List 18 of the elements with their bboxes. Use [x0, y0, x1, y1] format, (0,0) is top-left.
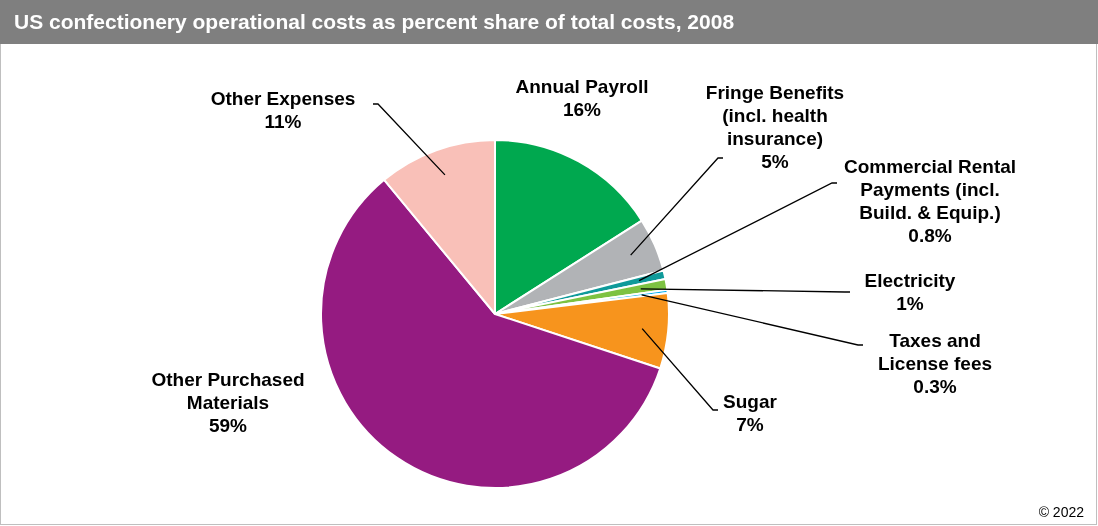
data-label: 0.8% [908, 224, 952, 246]
data-label: 7% [736, 413, 764, 435]
chart-title: US confectionery operational costs as percent share of total costs, 2008 [0, 0, 1098, 44]
slice-label: Annual Payroll [515, 75, 649, 97]
data-label: 59% [208, 414, 248, 436]
slice-label: Other Purchased Materials [151, 368, 305, 413]
data-label: 11% [264, 110, 302, 132]
slice-label: Other Expenses [210, 87, 356, 109]
data-label: 16% [562, 98, 602, 120]
data-label: 0.3% [913, 375, 957, 397]
text: © 2022 [1038, 504, 1084, 520]
slice-label: Taxes and License fees [877, 329, 993, 374]
slice-label: Commercial Rental Payments (incl. Build. & Equip.) [843, 155, 1017, 223]
slice-label: Fringe Benefits (incl. health insurance) [705, 81, 845, 149]
slice-label: Electricity [864, 269, 956, 291]
slice-label: Sugar [723, 390, 778, 412]
data-label: 1% [896, 292, 924, 314]
data-label: 5% [761, 150, 789, 172]
